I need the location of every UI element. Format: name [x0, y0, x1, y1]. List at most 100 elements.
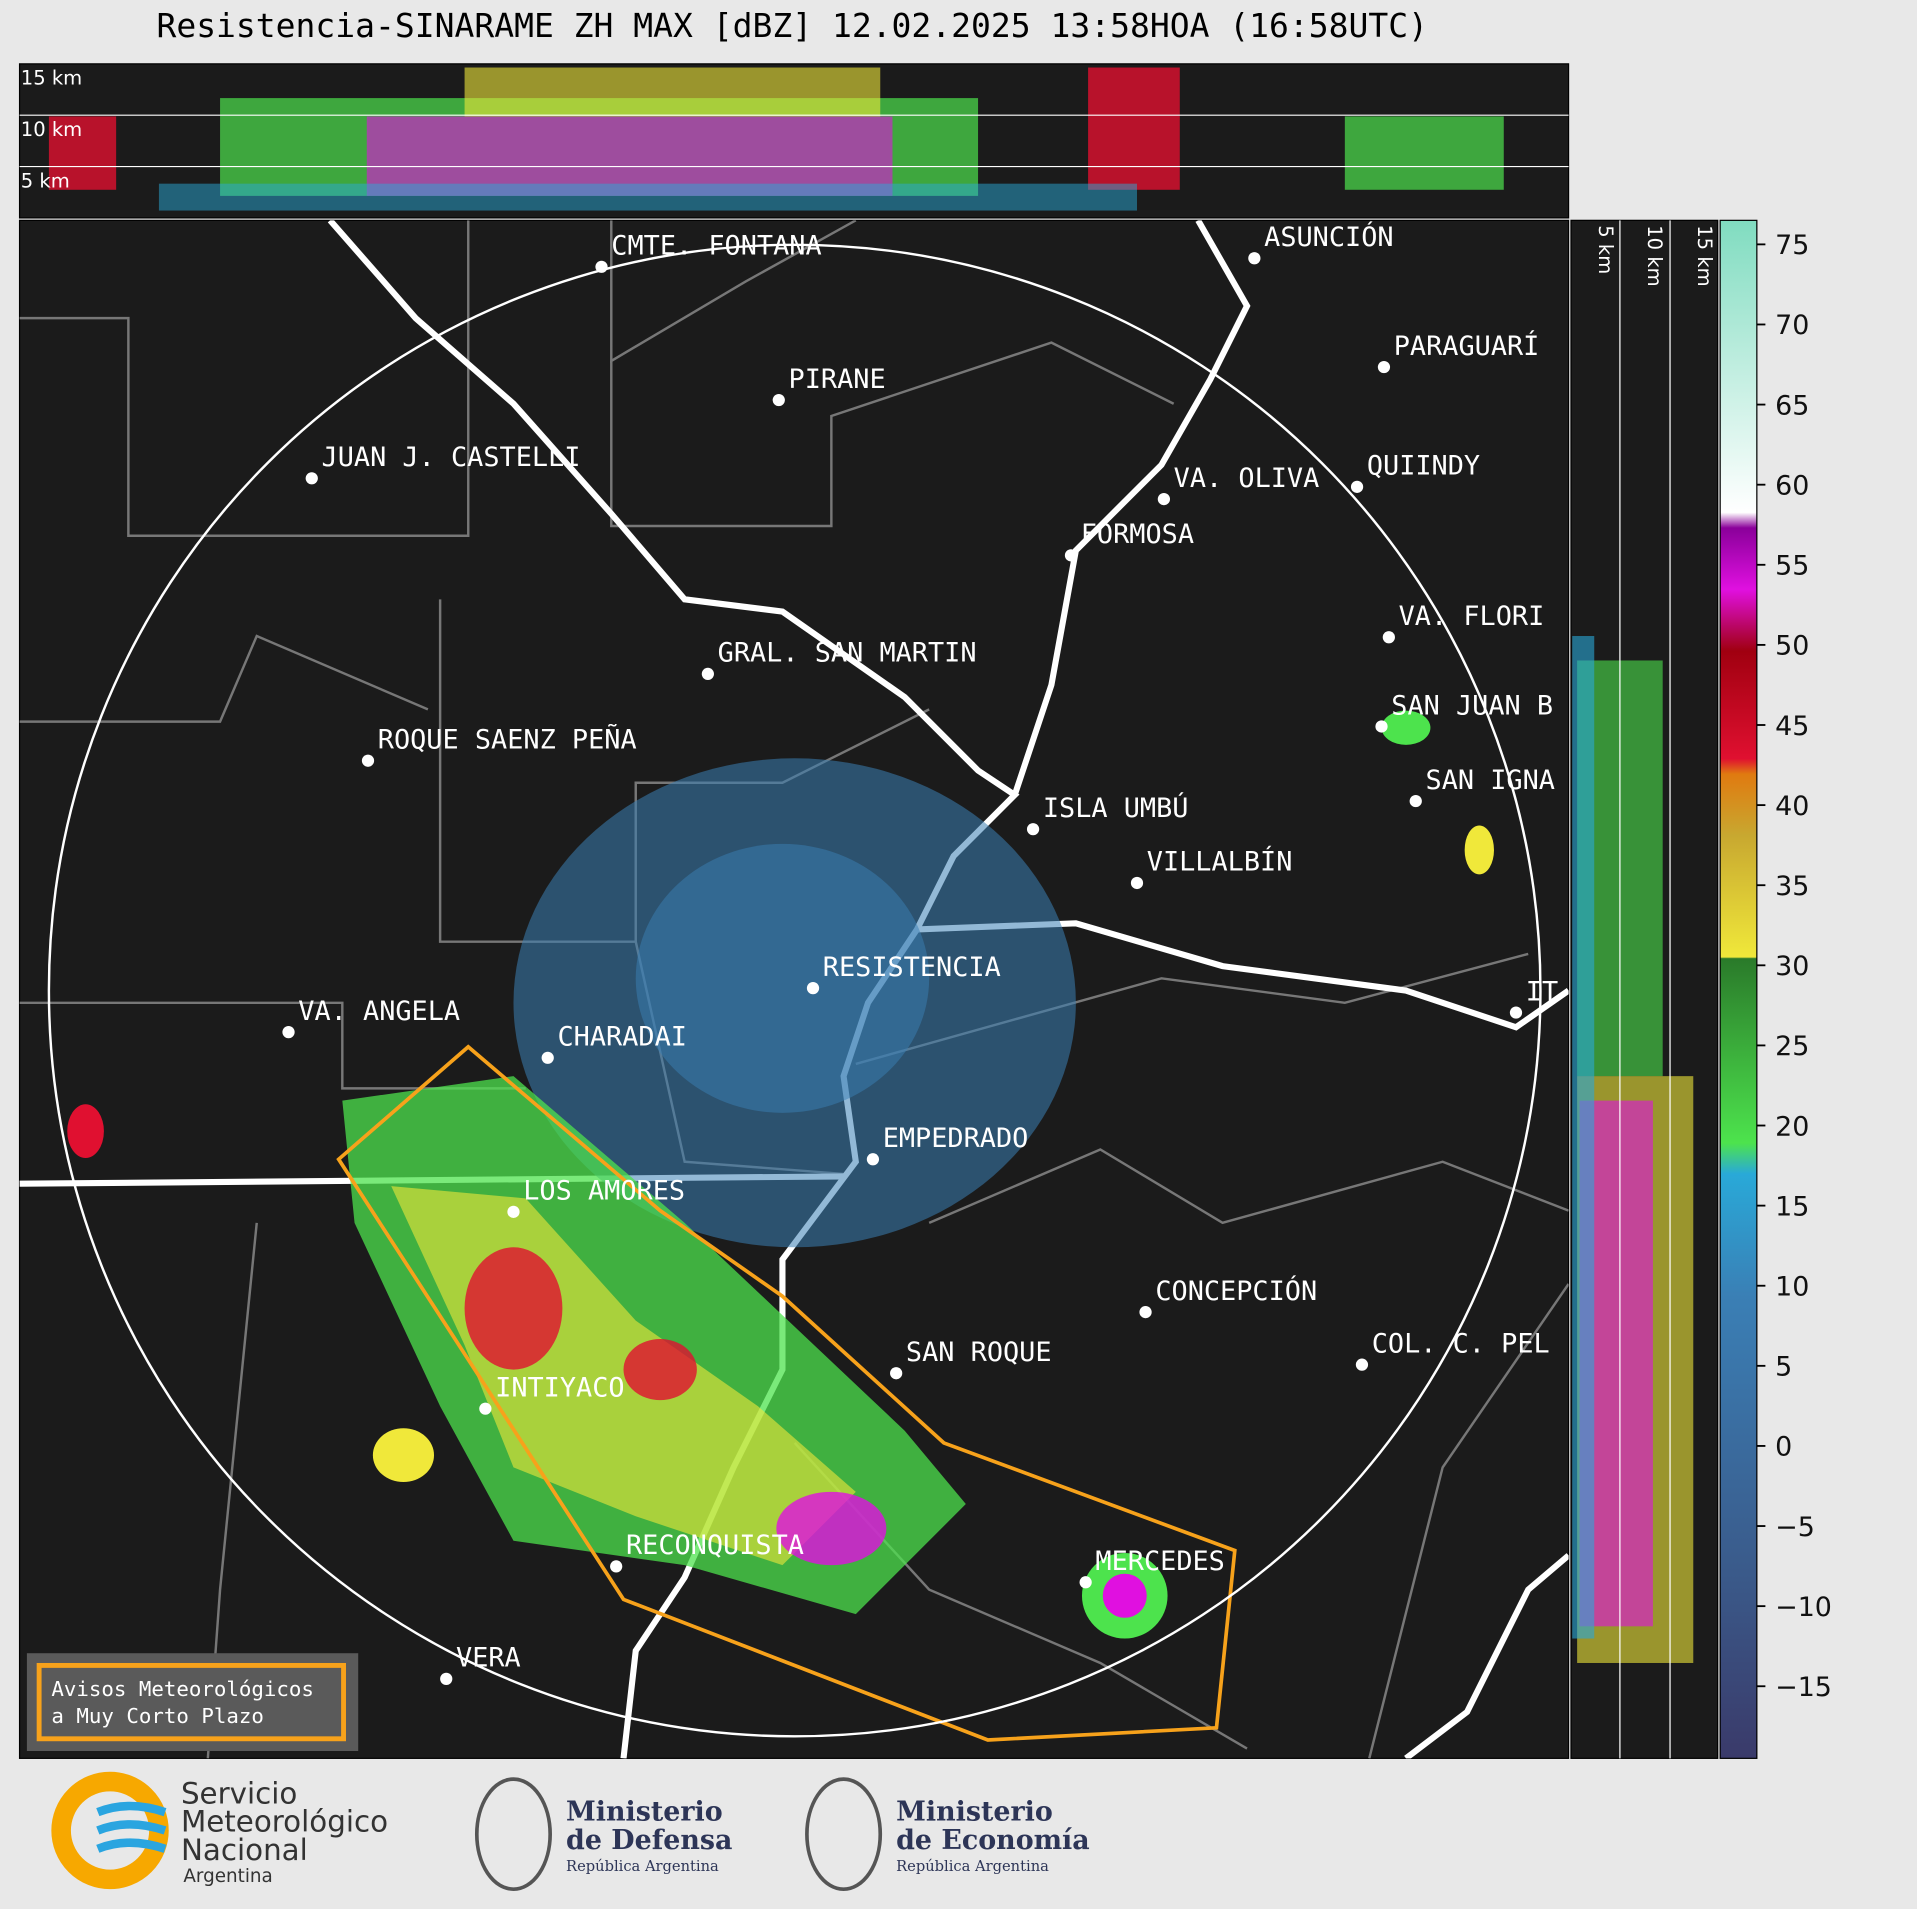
city-label: QUIINDY — [1367, 451, 1480, 482]
city-label: LOS AMORES — [523, 1176, 685, 1207]
city-dot — [1079, 1576, 1092, 1589]
city-label: JUAN J. CASTELLI — [322, 442, 581, 473]
city-label: MERCEDES — [1095, 1546, 1224, 1577]
colorbar-tick-label: 55 — [1775, 551, 1809, 582]
logo-text: República Argentina — [896, 1858, 1049, 1875]
city-label: EMPEDRADO — [883, 1123, 1029, 1154]
colorbar-tick-label: 50 — [1775, 631, 1809, 662]
height-label: 5 km — [1594, 225, 1617, 274]
city-dot — [440, 1672, 453, 1685]
city-dot — [1355, 1358, 1369, 1371]
city-label: ISLA UMBÚ — [1043, 792, 1189, 824]
height-label: 15 km — [1693, 225, 1716, 286]
colorbar-tick-label: −10 — [1775, 1592, 1832, 1623]
colorbar-tick-label: 25 — [1775, 1031, 1809, 1062]
city-label: IT — [1526, 976, 1558, 1007]
city-dot — [701, 667, 714, 681]
city-label: VA. ANGELA — [298, 996, 460, 1027]
logo-text: Nacional — [181, 1833, 308, 1867]
city-dot — [305, 472, 318, 485]
height-label: 10 km — [21, 118, 82, 141]
height-label: 5 km — [21, 169, 70, 192]
city-label: SAN IGNA — [1426, 765, 1555, 796]
colorbar-tick-label: 65 — [1775, 390, 1809, 421]
city-dot — [1375, 720, 1388, 733]
logo-text: de Economía — [896, 1825, 1090, 1856]
colorbar-tick-label: 15 — [1775, 1191, 1809, 1222]
logo-text: Servicio — [181, 1777, 297, 1811]
city-label: VA. FLORI — [1399, 601, 1545, 632]
city-label: SAN JUAN B — [1391, 690, 1553, 721]
city-label: CONCEPCIÓN — [1155, 1275, 1317, 1307]
city-dot — [1139, 1305, 1152, 1319]
colorbar — [1719, 219, 1758, 1759]
city-label: GRAL. SAN MARTIN — [718, 638, 977, 669]
radar-echoes — [67, 710, 1494, 1639]
city-dot — [1026, 823, 1040, 836]
city-label: VERA — [456, 1643, 521, 1674]
city-dot — [1130, 876, 1144, 890]
city-dot — [479, 1402, 492, 1415]
logo-text: de Defensa — [566, 1825, 732, 1856]
colorbar-tick-label: 10 — [1775, 1272, 1809, 1303]
height-label: 10 km — [1643, 225, 1666, 286]
city-dot — [1350, 480, 1364, 493]
title: Resistencia-SINARAME ZH MAX [dBZ] 12.02.… — [156, 6, 1428, 45]
city-dot — [866, 1153, 880, 1166]
city-label: VA. OLIVA — [1174, 463, 1320, 494]
city-label: SAN ROQUE — [906, 1337, 1052, 1368]
city-label: PARAGUARÍ — [1394, 330, 1540, 362]
city-dot — [1409, 794, 1422, 808]
warning-polygon — [336, 1044, 1237, 1742]
city-dot — [541, 1051, 554, 1064]
city-label: RECONQUISTA — [626, 1530, 804, 1561]
colorbar-tick-label: 40 — [1775, 791, 1809, 822]
colorbar-tick-label: 70 — [1775, 310, 1809, 341]
city-dot — [595, 260, 608, 273]
city-dot — [772, 393, 785, 407]
colorbar-tick-label: 30 — [1775, 951, 1809, 982]
city-dot — [890, 1367, 903, 1380]
warning-text: Avisos Meteorológicos — [51, 1677, 314, 1701]
range-ring — [47, 243, 1542, 1738]
side-echoes — [1572, 636, 1694, 1663]
city-dot — [1064, 549, 1078, 562]
city-dot — [282, 1026, 295, 1039]
smn-logo: Servicio Meteorológico Nacional Argentin… — [51, 1771, 388, 1890]
city-dot — [806, 982, 820, 995]
city-dot — [1382, 631, 1395, 644]
city-dot — [1377, 360, 1391, 374]
colorbar-tick-label: 60 — [1775, 470, 1809, 501]
logo-text: Ministerio — [896, 1797, 1053, 1828]
city-dot — [610, 1560, 623, 1573]
logo-text: Meteorológico — [181, 1805, 388, 1839]
logo-text: República Argentina — [566, 1858, 719, 1875]
city-label: RESISTENCIA — [823, 952, 1001, 983]
city-dot — [361, 754, 375, 767]
city-label: CHARADAI — [557, 1022, 686, 1053]
height-label: 15 km — [21, 67, 82, 90]
logo-text: Ministerio — [566, 1797, 723, 1828]
city-dot — [1509, 1006, 1523, 1019]
defensa-logo: Ministerio de Defensa República Argentin… — [474, 1777, 732, 1891]
city-label: ROQUE SAENZ PEÑA — [378, 723, 637, 755]
city-label: FORMOSA — [1081, 519, 1194, 550]
colorbar-tick-label: 20 — [1775, 1111, 1809, 1142]
warning-box — [26, 1653, 359, 1752]
warning-text: a Muy Corto Plazo — [51, 1704, 264, 1728]
city-label: ASUNCIÓN — [1264, 221, 1393, 253]
colorbar-tick-label: 45 — [1775, 711, 1809, 742]
city-label: CMTE. FONTANA — [611, 231, 821, 262]
city-label: INTIYACO — [495, 1372, 624, 1403]
colorbar-tick-label: −15 — [1775, 1672, 1832, 1703]
city-dot — [1248, 252, 1261, 265]
colorbar-tick-label: 75 — [1775, 230, 1809, 261]
colorbar-tick-label: 0 — [1775, 1432, 1792, 1463]
economia-logo: Ministerio de Economía República Argenti… — [805, 1777, 1090, 1891]
top-echoes — [48, 67, 1504, 211]
warning-box-border — [36, 1662, 346, 1742]
colorbar-tick-label: 5 — [1775, 1352, 1792, 1383]
